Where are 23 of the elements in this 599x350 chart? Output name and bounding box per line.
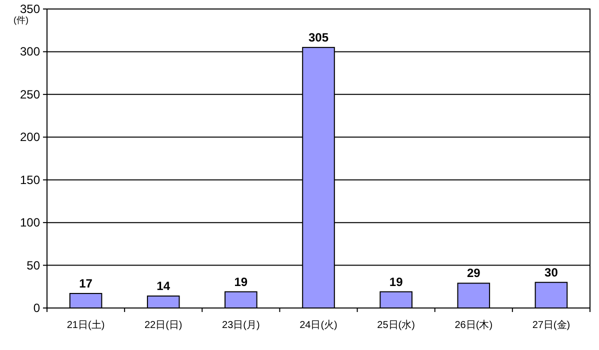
x-tick-label: 21日(土) (66, 319, 105, 331)
data-label: 29 (466, 266, 481, 280)
y-tick-label: 50 (26, 258, 40, 272)
y-tick-label: 100 (20, 216, 40, 230)
data-label: 30 (544, 265, 558, 280)
y-tick-label: 150 (20, 172, 40, 187)
data-label: 19 (389, 274, 404, 289)
y-tick-label: 250 (20, 87, 40, 102)
data-label: 19 (234, 274, 248, 289)
y-tick-label: 350 (20, 2, 40, 16)
data-label: 14 (156, 279, 170, 294)
x-tick-label: 23日(月) (222, 320, 260, 331)
x-tick-label: 24日(火) (300, 319, 338, 331)
y-tick-label: 200 (20, 130, 40, 144)
x-tick-label: 22日(日) (144, 320, 182, 331)
data-label: 305 (308, 30, 329, 44)
y-tick-label: 300 (20, 44, 40, 59)
x-tick-label: 25日(水) (377, 319, 415, 331)
x-tick-label: 26日(木) (454, 319, 493, 331)
data-label: 17 (79, 276, 93, 290)
y-tick-label: 0 (33, 301, 40, 315)
y-axis-title: (件) (14, 15, 28, 25)
x-tick-label: 27日(金) (532, 319, 570, 331)
